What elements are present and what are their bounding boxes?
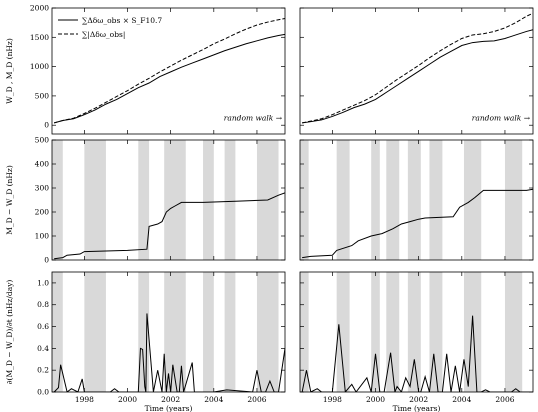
y-tick-label: 200 <box>35 208 50 217</box>
y-tick-label: 0 <box>44 121 49 130</box>
shaded-interval <box>407 140 421 260</box>
shaded-interval <box>84 272 106 392</box>
y-tick-label: 0.4 <box>37 344 49 353</box>
plot-frame <box>51 139 286 261</box>
panel-top-right: random walk → <box>299 7 534 135</box>
y-axis-label: W_D , M_D (nHz) <box>5 38 14 104</box>
shaded-interval <box>407 272 421 392</box>
random-walk-annotation: random walk → <box>224 114 282 123</box>
x-tick-label: 2004 <box>452 395 471 404</box>
series-line-solid <box>302 29 533 124</box>
shaded-interval <box>463 272 482 392</box>
y-tick-label: 0.6 <box>37 322 49 331</box>
y-tick-label: 0.2 <box>37 366 49 375</box>
series-line-solid <box>54 33 285 124</box>
x-tick-label: 2000 <box>118 395 137 404</box>
y-axis-label: M_D − W_D (nHz) <box>5 165 14 235</box>
x-tick-label: 2006 <box>495 395 514 404</box>
x-axis-label: Time (years) <box>145 404 193 412</box>
series-line-solid <box>301 315 533 392</box>
shaded-interval <box>203 140 214 260</box>
shaded-interval <box>224 140 236 260</box>
x-tick-label: 2004 <box>204 395 223 404</box>
shaded-interval <box>504 140 523 260</box>
plot-frame <box>299 139 534 261</box>
shaded-interval <box>138 272 150 392</box>
y-tick-label: 1.0 <box>37 278 49 287</box>
shaded-interval <box>336 272 350 392</box>
legend-entry: ∑Δδω_obs × S_F10.7 <box>82 16 162 25</box>
shaded-interval <box>256 272 279 392</box>
x-tick-label: 2006 <box>247 395 266 404</box>
shaded-interval <box>52 272 63 392</box>
x-tick-label: 2002 <box>161 395 180 404</box>
shaded-interval <box>164 272 186 392</box>
y-tick-label: 500 <box>35 91 50 100</box>
x-axis-label: Time (years) <box>393 404 441 412</box>
x-tick-label: 2002 <box>409 395 428 404</box>
y-tick-label: 0.8 <box>37 300 49 309</box>
plot-frame <box>299 271 534 393</box>
panel-bottom-left: 0.0 0.2 0.4 0.6 0.8 1.0 1998 2000 2002 2004 2006 Ti… <box>5 271 286 412</box>
y-tick-label: 100 <box>35 232 50 241</box>
y-tick-label: 400 <box>35 160 50 169</box>
shaded-interval <box>336 140 350 260</box>
y-tick-label: 1000 <box>30 62 49 71</box>
legend-entry: ∑|Δδω_obs| <box>82 30 125 39</box>
y-axis-label: ∂(M_D − W_D)/∂t (nHz/day) <box>5 280 14 385</box>
y-tick-label: 0.0 <box>37 388 49 397</box>
panel-middle-right <box>299 139 534 261</box>
shaded-interval <box>429 140 443 260</box>
shaded-interval <box>504 272 523 392</box>
shaded-interval <box>386 140 400 260</box>
plot-frame <box>51 7 286 135</box>
y-tick-label: 1500 <box>30 33 49 42</box>
shaded-interval <box>371 272 380 392</box>
series-line-dashed <box>302 12 533 124</box>
shaded-interval <box>164 140 186 260</box>
shaded-interval <box>463 140 482 260</box>
x-tick-label: 1998 <box>323 395 342 404</box>
panel-bottom-right: 1998 2000 2002 2004 2006 Time (years) <box>299 271 534 412</box>
shaded-interval <box>300 272 309 392</box>
y-tick-label: 2000 <box>30 4 49 13</box>
y-tick-label: 500 <box>35 136 50 145</box>
shaded-interval <box>371 140 380 260</box>
plot-frame <box>299 7 534 135</box>
random-walk-annotation: random walk → <box>472 114 530 123</box>
series-line-solid <box>54 192 285 260</box>
x-tick-label: 1998 <box>75 395 94 404</box>
x-tick-label: 2000 <box>366 395 385 404</box>
shaded-interval <box>84 140 106 260</box>
series-line-dashed <box>54 18 285 124</box>
shaded-interval <box>52 140 63 260</box>
panel-middle-left: 0 100 200 300 400 500 M_D − W_D (nHz) <box>5 136 286 265</box>
plot-frame <box>51 271 286 393</box>
shaded-interval <box>300 140 309 260</box>
y-tick-label: 300 <box>35 184 50 193</box>
y-tick-label: 0 <box>44 256 49 265</box>
shaded-interval <box>138 140 150 260</box>
panel-top-left: 0 500 1000 1500 2000 W_D , M_D (nHz) random wa… <box>5 4 286 135</box>
shaded-interval <box>203 272 214 392</box>
shaded-interval <box>224 272 236 392</box>
series-line-solid <box>302 188 533 259</box>
legend: ∑Δδω_obs × S_F10.7 ∑|Δδω_obs| <box>58 16 162 39</box>
